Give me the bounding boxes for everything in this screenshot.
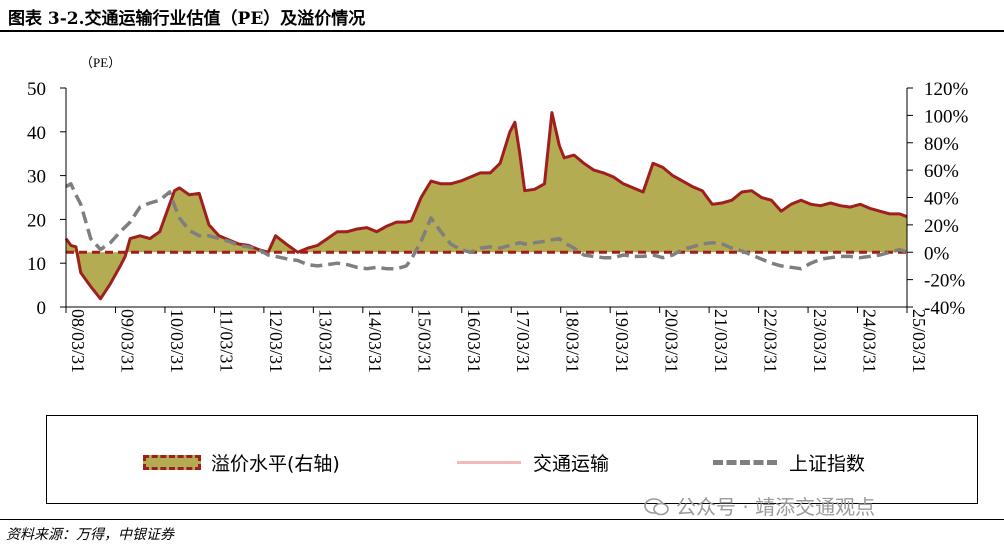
watermark-text: 公众号 · 靖添交通观点 xyxy=(676,495,876,519)
wechat-icon xyxy=(644,498,669,516)
x-tick-label: 16/03/31 xyxy=(464,309,484,373)
legend-label-premium: 溢价水平(右轴) xyxy=(211,453,340,475)
legend: 溢价水平(右轴) 交通运输 上证指数 xyxy=(46,415,978,504)
y-right-tick-label: 120% xyxy=(924,79,969,100)
y-left-tick-label: 40 xyxy=(27,123,46,144)
source-note: 资料来源：万得，中银证券 xyxy=(6,527,174,543)
legend-swatch-line xyxy=(457,461,521,464)
y-left-tick-label: 30 xyxy=(27,167,46,188)
y-left-tick-label: 20 xyxy=(27,210,46,231)
x-tick-label: 18/03/31 xyxy=(563,309,583,373)
x-tick-label: 21/03/31 xyxy=(711,309,731,373)
y-right-tick-label: 0% xyxy=(924,243,950,264)
x-tick-label: 11/03/31 xyxy=(216,309,236,372)
x-tick-label: 24/03/31 xyxy=(860,309,880,373)
plot-area xyxy=(64,111,908,301)
premium-edge-line xyxy=(64,111,908,301)
sse-index-line xyxy=(65,182,908,271)
y-left-tick-label: 0 xyxy=(37,298,47,319)
legend-label-sse: 上证指数 xyxy=(789,453,866,475)
source-rule xyxy=(0,519,1004,520)
legend-swatch-area xyxy=(143,455,201,470)
x-tick-label: 12/03/31 xyxy=(266,309,286,373)
title-rule xyxy=(0,30,1004,32)
x-tick-label: 22/03/31 xyxy=(761,309,781,373)
premium-area xyxy=(66,112,907,299)
y-right-tick-label: -20% xyxy=(924,271,965,292)
x-tick-label: 08/03/31 xyxy=(68,309,88,373)
watermark: 公众号 · 靖添交通观点 xyxy=(644,491,875,520)
y-left-unit-label: （PE） xyxy=(80,55,121,70)
chart: 0 10 20 30 40 50 -40% -20% 0% 20% 40% 60% 80% 100% 120… xyxy=(27,55,969,373)
x-tick-label: 20/03/31 xyxy=(662,309,682,373)
x-tick-label: 15/03/31 xyxy=(414,309,434,373)
y-right-tick-label: 60% xyxy=(924,161,959,182)
legend-label-transport: 交通运输 xyxy=(533,453,610,475)
legend-item-premium: 溢价水平(右轴) xyxy=(143,449,340,476)
y-right-tick-label: 40% xyxy=(924,189,959,210)
x-tick-label: 19/03/31 xyxy=(612,309,632,373)
x-tick-label: 25/03/31 xyxy=(909,309,929,373)
y-right-tick-label: 20% xyxy=(924,216,959,237)
x-tick-label: 14/03/31 xyxy=(365,309,385,373)
axes: 0 10 20 30 40 50 -40% -20% 0% 20% 40% 60% 80% 100% 120… xyxy=(27,79,969,373)
legend-swatch-dashed xyxy=(713,460,777,465)
y-right-tick-label: 100% xyxy=(924,106,969,127)
y-left-tick-label: 10 xyxy=(27,254,46,275)
x-tick-label: 10/03/31 xyxy=(167,309,187,373)
y-right-tick-label: 80% xyxy=(924,134,959,155)
legend-item-transport: 交通运输 xyxy=(457,449,609,476)
x-tick-label: 13/03/31 xyxy=(315,309,335,373)
figure-title: 图表 3-2.交通运输行业估值（PE）及溢价情况 xyxy=(8,9,366,29)
x-tick-label: 09/03/31 xyxy=(117,309,137,373)
y-left-tick-label: 50 xyxy=(27,79,46,100)
x-tick-label: 17/03/31 xyxy=(513,309,533,373)
y-right-tick-label: -40% xyxy=(924,298,965,319)
legend-item-sse: 上证指数 xyxy=(713,449,865,476)
x-tick-label: 23/03/31 xyxy=(810,309,830,373)
